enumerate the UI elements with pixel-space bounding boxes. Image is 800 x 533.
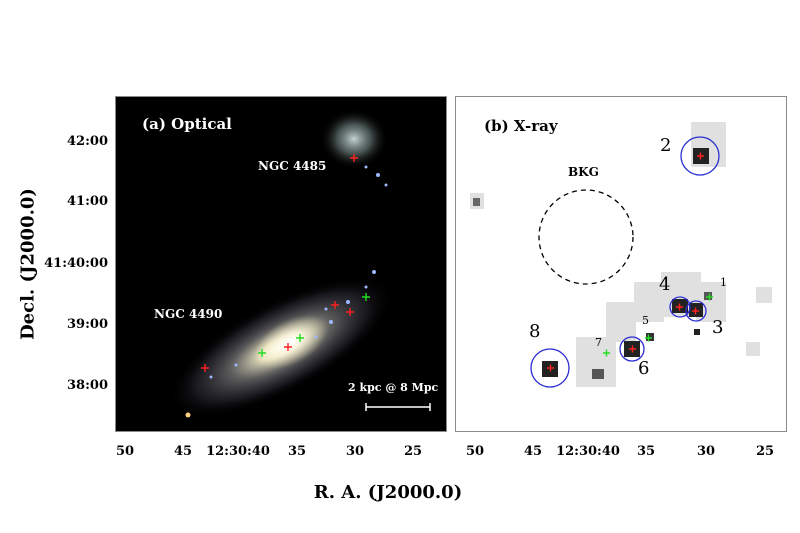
source-label-1: 1 [720,276,727,289]
source-label-3: 3 [712,317,724,338]
y-tick-41-00: 41:00 [67,194,108,209]
bkg-label: BKG [568,165,599,179]
y-tick-38-00: 38:00 [67,378,108,393]
xray-image [470,122,772,388]
xray-red-markers [547,152,704,372]
y-axis-label: Decl. (J2000.0) [17,188,39,340]
x-tick-b-12-30-40: 12:30:40 [556,444,620,459]
x-tick-b-35: 35 [636,444,656,459]
bkg-region [538,189,634,285]
optical-green-markers [258,293,370,357]
star-knots [185,165,388,418]
xray-green-markers [603,293,713,357]
x-tick-a-50: 50 [115,444,135,459]
y-tick-42-00: 42:00 [67,134,108,149]
source-label-8: 8 [529,321,541,342]
x-tick-a-25: 25 [403,444,423,459]
scale-bar [365,403,431,411]
source-label-4: 4 [659,274,671,295]
x-tick-b-45: 45 [523,444,543,459]
optical-panel-title: (a) Optical [142,115,232,133]
y-tick-39-00: 39:00 [67,317,108,332]
xray-panel-title: (b) X-ray [484,117,558,135]
source-label-5: 5 [642,314,649,327]
xray-panel: (b) X-ray BKG 1 2 3 4 5 6 7 8 [455,96,787,432]
x-axis-label: R. A. (J2000.0) [313,482,463,503]
x-tick-a-30: 30 [345,444,365,459]
xray-source-blobs [542,148,712,377]
x-tick-a-12-30-40: 12:30:40 [206,444,270,459]
x-tick-b-25: 25 [755,444,775,459]
ngc4490-label: NGC 4490 [154,307,223,321]
x-tick-b-50: 50 [465,444,485,459]
optical-red-markers [201,154,358,372]
ngc4485-label: NGC 4485 [258,159,327,173]
x-tick-a-45: 45 [173,444,193,459]
x-tick-b-30: 30 [696,444,716,459]
source-label-7: 7 [595,336,602,349]
ngc4490-glow [168,276,394,418]
source-circles [530,136,720,388]
optical-panel: (a) Optical NGC 4485 NGC 4490 2 kpc @ 8 … [115,96,447,432]
x-tick-a-35: 35 [287,444,307,459]
optical-image [168,109,431,418]
y-tick-41-40-00: 41:40:00 [44,256,108,271]
ngc4485-glow [320,109,388,169]
scale-bar-label: 2 kpc @ 8 Mpc [348,381,439,394]
xray-diffuse-emission [470,122,772,387]
source-label-2: 2 [660,135,672,156]
source-label-6: 6 [638,358,650,379]
